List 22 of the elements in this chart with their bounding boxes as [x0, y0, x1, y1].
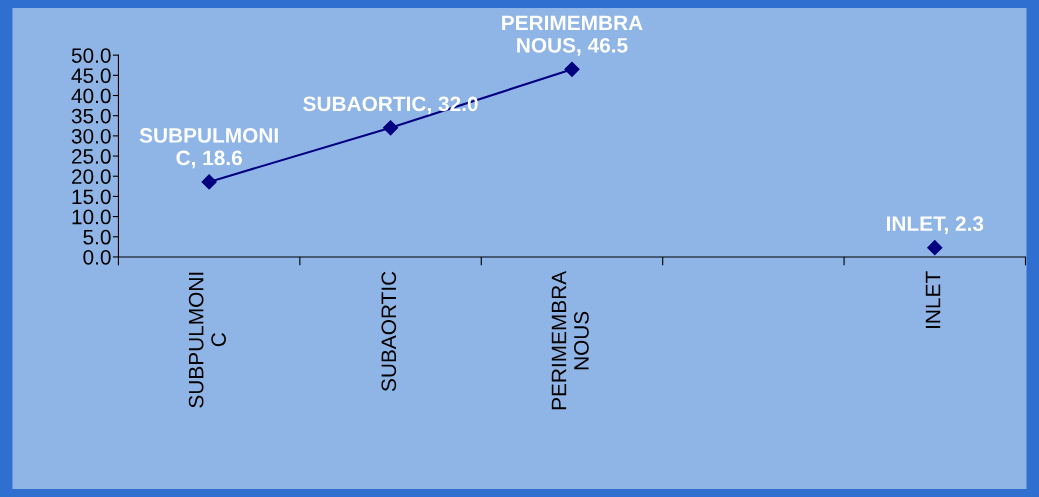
- point: [927, 240, 943, 256]
- x-tick-label: SUBAORTIC: [381, 271, 397, 392]
- data-label: PERIMEMBRANOUS, 46.5: [502, 15, 643, 56]
- y-tick-label: 25.0: [72, 149, 111, 164]
- y-tick-label: 50.0: [71, 48, 111, 63]
- y-tick-label: 15.0: [72, 189, 111, 205]
- y-tick-label: 5.0: [83, 229, 111, 245]
- y-tick-label: 20.0: [72, 169, 111, 184]
- y-tick-label: 0.0: [83, 249, 111, 265]
- y-tick-label: 45.0: [71, 68, 111, 84]
- data-label: INLET, 2.3: [886, 216, 984, 235]
- y-tick-label: 30.0: [71, 128, 111, 144]
- y-tick-label: 10.0: [72, 209, 111, 225]
- data-label: SUBPULMONIC, 18.6: [139, 128, 278, 169]
- x-tick-label: INLET: [925, 271, 941, 328]
- point: [564, 61, 580, 77]
- point: [201, 174, 217, 190]
- x-tick-label: PERIMEMBRANOUS: [551, 270, 589, 410]
- x-tick-label: SUBPULMONIC: [188, 272, 226, 408]
- y-tick-label: 35.0: [71, 108, 111, 124]
- point: [382, 120, 399, 136]
- y-tick-label: 40.0: [71, 88, 111, 104]
